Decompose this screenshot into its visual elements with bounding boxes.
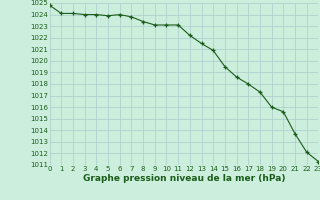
X-axis label: Graphe pression niveau de la mer (hPa): Graphe pression niveau de la mer (hPa) <box>83 174 285 183</box>
